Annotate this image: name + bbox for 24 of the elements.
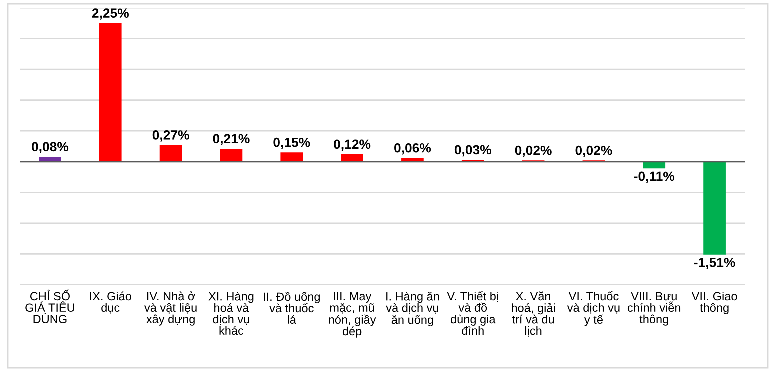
x-tick-label: III. May mặc, mũ nón, giầy dép (329, 292, 376, 338)
data-label: 0,08% (32, 142, 69, 154)
x-tick-label: VII. Giao thông (692, 292, 738, 314)
x-tick-label: IX. Giáo dục (90, 292, 132, 314)
x-tick-label: XI. Hàng hoá và dịch vụ khác (208, 292, 254, 336)
x-tick-label: V. Thiết bị và đồ dùng gia đình (447, 291, 498, 336)
data-label: 0,15% (274, 138, 310, 150)
x-tick-label: IV. Nhà ở và vật liệu xây dựng (144, 292, 197, 326)
x-tick-label: I. Hàng ăn và dịch vụ ăn uống (386, 292, 440, 327)
x-tick-label: VI. Thuốc và dịch vụ y tế (567, 291, 620, 326)
x-tick-label: VIII. Bưu chính viễn thông (628, 292, 681, 326)
data-label: 0,06% (394, 143, 432, 155)
data-label: -0,11% (634, 172, 675, 184)
data-label: 0,27% (152, 130, 190, 142)
data-label: 0,03% (454, 145, 492, 157)
data-label: 0,12% (334, 140, 371, 152)
data-label: 2,25% (92, 8, 129, 20)
x-tick-label: CHỈ SỐ GIÁ TIÊU DÙNG (26, 290, 74, 324)
x-tick-label: II. Đồ uống và thuốc lá (264, 292, 320, 324)
data-label: 0,02% (576, 146, 612, 158)
data-label: 0,21% (213, 134, 250, 146)
data-label: 0,02% (515, 146, 552, 158)
data-label: -1,51% (694, 258, 736, 270)
x-tick-label: X. Văn hoá, giải trí và du lịch (512, 292, 556, 337)
